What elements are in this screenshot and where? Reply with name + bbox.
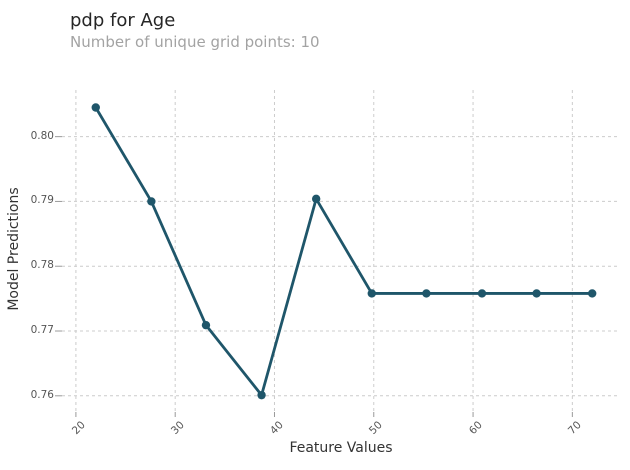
data-point-marker (91, 103, 100, 112)
chart-title: pdp for Age (70, 10, 176, 31)
pdp-line (94, 106, 594, 397)
y-tick-label: 0.76 (30, 388, 54, 401)
data-point-marker (477, 289, 487, 298)
data-point-marker (257, 390, 266, 400)
y-tick-label: 0.78 (30, 259, 54, 272)
data-point-marker (201, 320, 211, 330)
y-axis-label: Model Predictions (6, 187, 22, 311)
y-tick-label: 0.79 (30, 194, 54, 207)
y-tick-label: 0.80 (30, 129, 54, 142)
y-tick-label: 0.77 (30, 324, 54, 336)
data-point-marker (311, 194, 321, 204)
data-point-marker (422, 289, 431, 298)
x-axis-label: Feature Values (289, 440, 393, 456)
data-point-marker (587, 289, 597, 298)
chart-subtitle: Number of unique grid points: 10 (70, 33, 320, 51)
data-point-marker (532, 289, 541, 298)
data-point-marker (367, 289, 376, 298)
data-point-marker (147, 197, 156, 206)
